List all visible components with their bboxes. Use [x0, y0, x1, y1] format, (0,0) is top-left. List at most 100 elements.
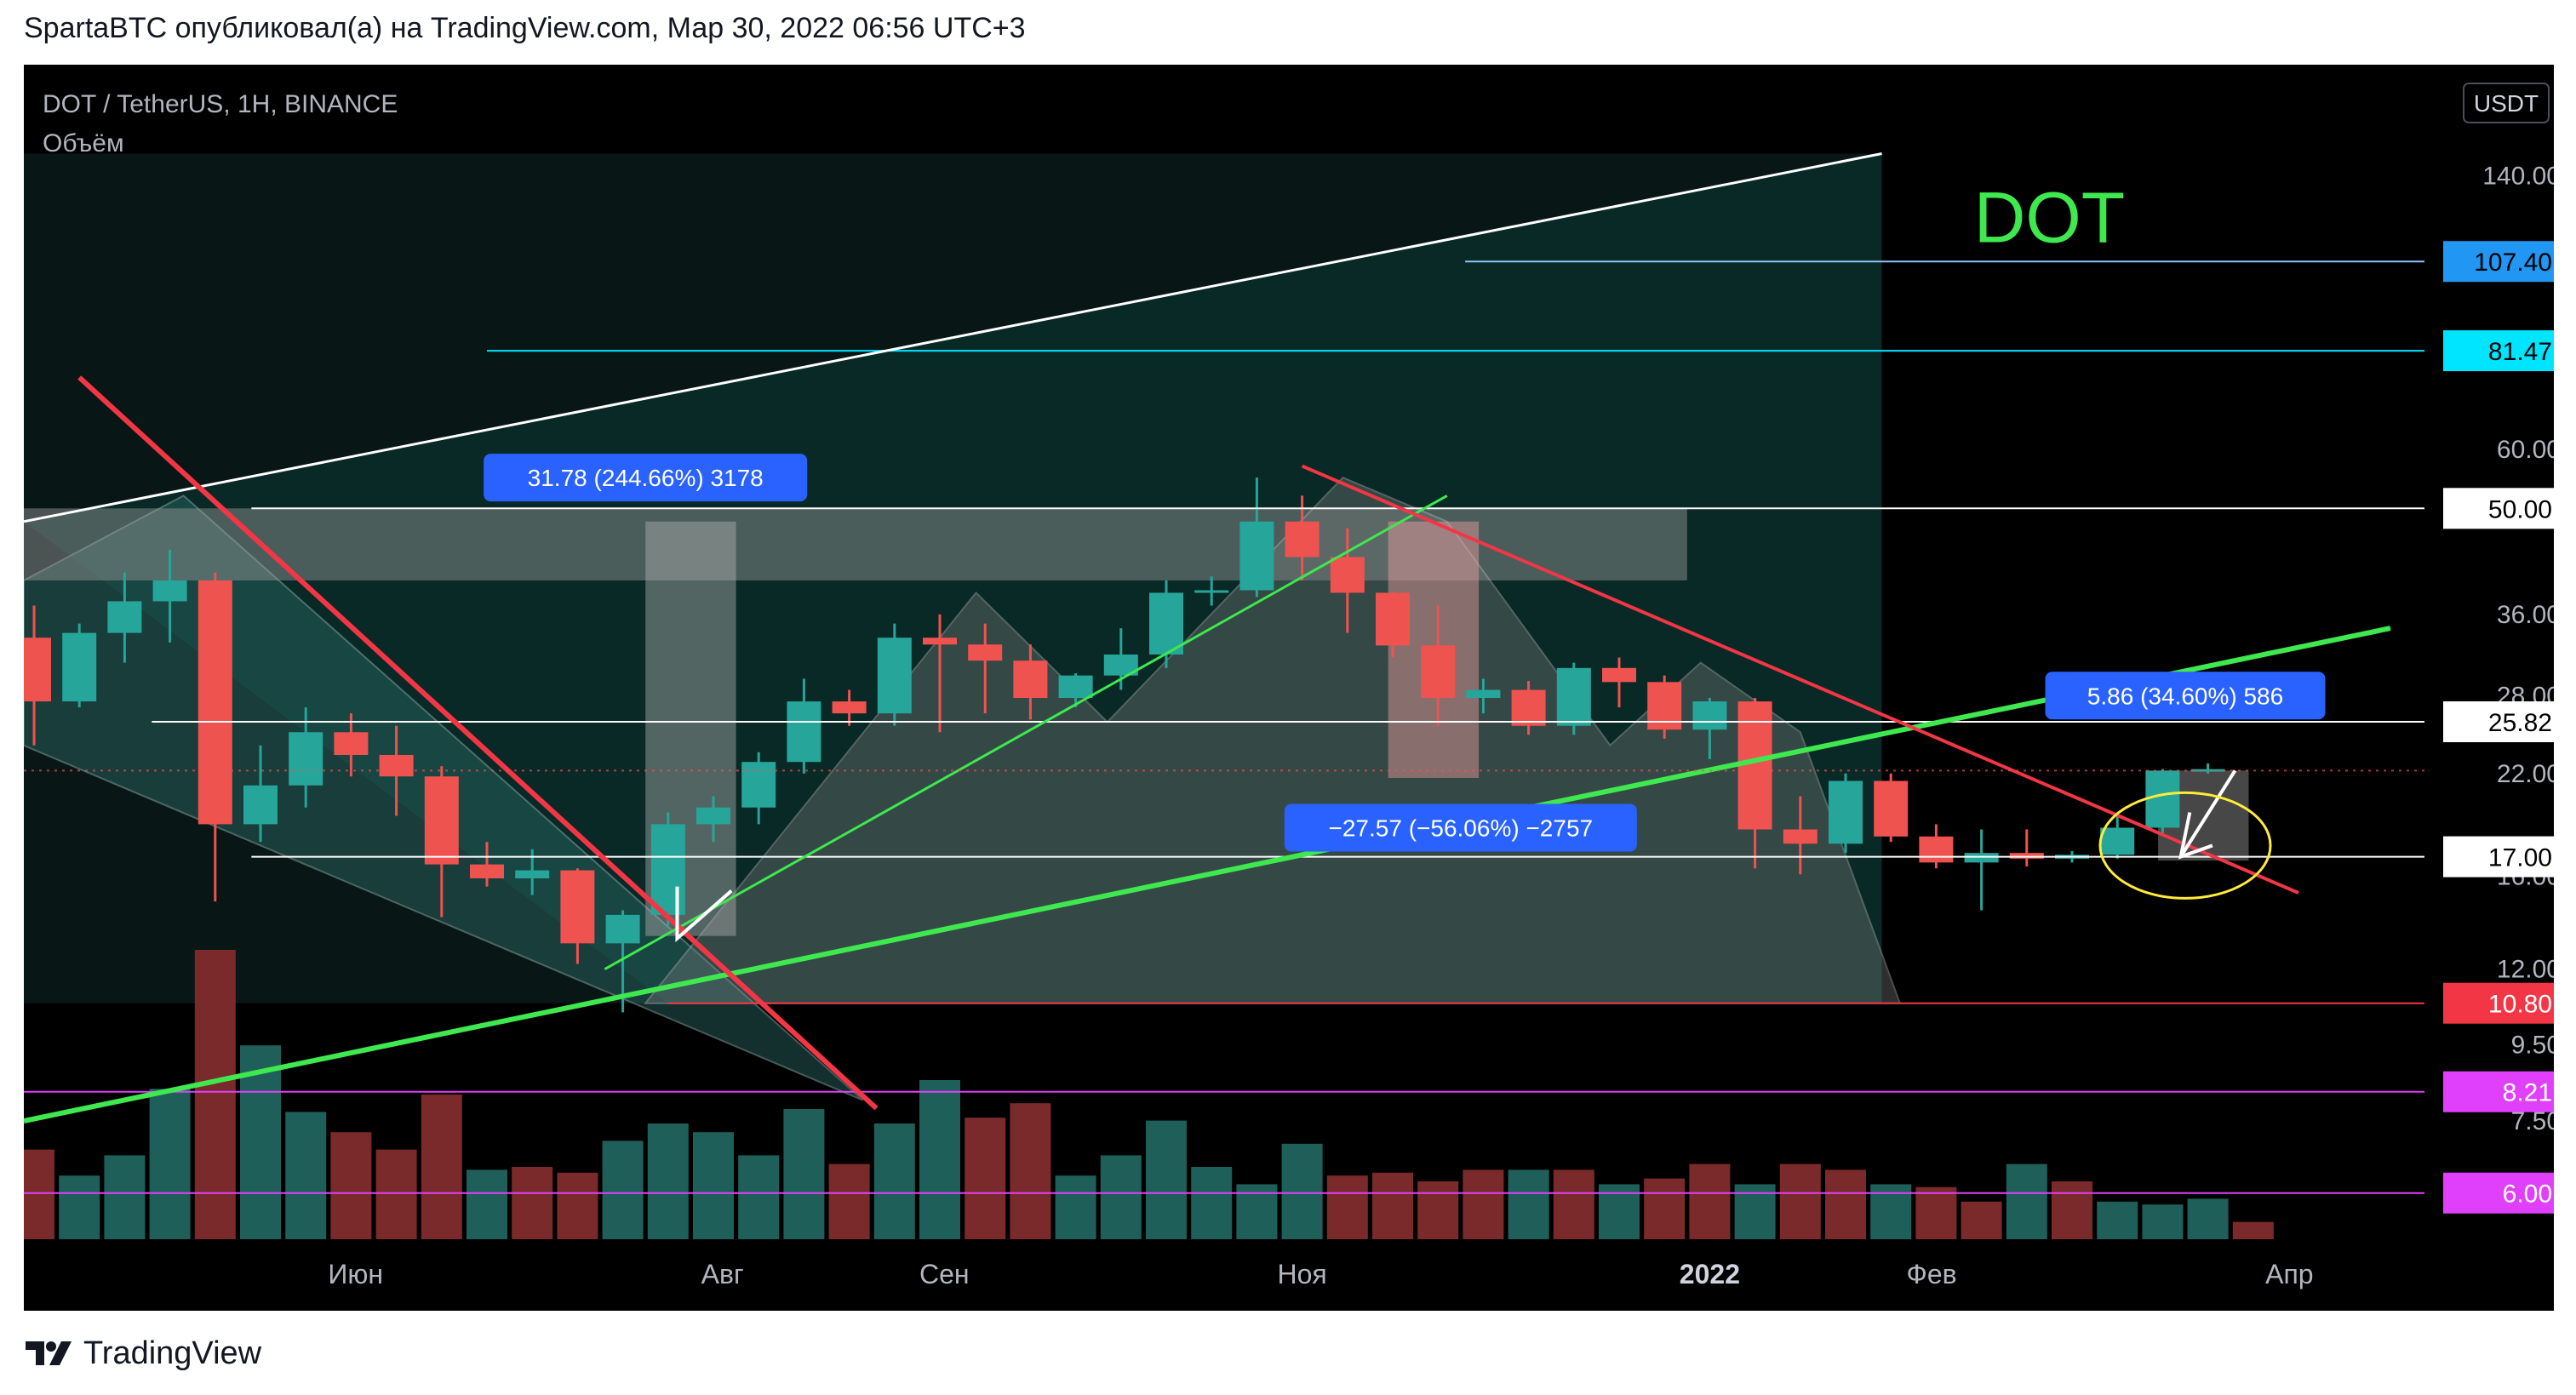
volume-bar-39: [1779, 1163, 1821, 1239]
candle-body-42: [1919, 836, 1954, 863]
price-tick-36.00: 36.00: [2497, 601, 2554, 629]
price-chart[interactable]: 31.78 (244.66%) 3178 −27.57 (−56.06%) −27…: [24, 65, 2554, 1311]
price-tick-140.00: 140.00: [2482, 163, 2554, 191]
volume-bar-7: [330, 1132, 372, 1239]
volume-bar-2: [104, 1155, 146, 1239]
volume-bar-11: [512, 1167, 553, 1239]
candle-body-32: [1466, 689, 1501, 698]
candle-body-39: [1783, 829, 1818, 844]
time-label-Сен: Сен: [919, 1259, 970, 1289]
candle-body-16: [741, 762, 776, 808]
currency-button[interactable]: [2463, 83, 2550, 123]
time-label-Ноя: Ноя: [1277, 1259, 1326, 1289]
time-label-Июн: Июн: [328, 1259, 383, 1289]
measure-label-box-2: [2045, 672, 2326, 720]
volume-bar-8: [375, 1149, 417, 1239]
volume-bar-43: [1961, 1201, 2002, 1239]
volume-bar-20: [919, 1080, 960, 1239]
candle-body-22: [1013, 660, 1048, 698]
candle-body-19: [877, 637, 912, 714]
candle-body-41: [1874, 780, 1909, 837]
volume-bar-26: [1191, 1167, 1233, 1239]
candle-body-0: [24, 637, 51, 702]
volume-bar-0: [24, 1149, 54, 1239]
volume-bar-47: [2142, 1204, 2184, 1239]
candle-body-25: [1149, 592, 1183, 655]
volume-bar-4: [194, 950, 236, 1239]
candle-body-33: [1511, 689, 1546, 726]
volume-bar-12: [557, 1172, 598, 1239]
candle-body-15: [696, 807, 730, 825]
candle-body-6: [289, 732, 323, 786]
candle-body-7: [334, 732, 369, 755]
candle-body-30: [1376, 592, 1410, 646]
candle-body-27: [1239, 521, 1274, 591]
candle-body-4: [197, 580, 232, 825]
price-label-box-6.00: [2443, 1172, 2554, 1214]
candle-body-26: [1194, 590, 1229, 593]
volume-bar-28: [1281, 1143, 1323, 1239]
falling-resistance-line: [77, 375, 879, 1111]
volume-bar-3: [149, 1089, 191, 1239]
volume-bar-17: [783, 1109, 825, 1239]
volume-bar-29: [1326, 1175, 1368, 1239]
candle-body-13: [605, 914, 640, 944]
candle-body-2: [107, 601, 142, 633]
volume-bar-30: [1372, 1172, 1413, 1239]
pattern-shape: [644, 476, 1902, 1004]
volume-bar-6: [285, 1112, 327, 1239]
arrow-down-left-icon: [675, 886, 733, 942]
measure-label-box-1: [1284, 803, 1637, 852]
candle-body-35: [1602, 667, 1636, 683]
candle-body-31: [1421, 645, 1456, 698]
volume-bar-36: [1644, 1178, 1686, 1239]
volume-bar-9: [421, 1095, 462, 1239]
volume-legend-label: Объём: [43, 129, 124, 157]
candle-body-9: [424, 776, 459, 865]
price-label-25.82: 25.82: [2488, 709, 2552, 737]
measure-label-box-0: [484, 454, 808, 502]
volume-bar-49: [2232, 1221, 2274, 1239]
price-label-10.80: 10.80: [2488, 991, 2552, 1019]
candle-body-37: [1692, 701, 1727, 730]
volume-bar-46: [2097, 1201, 2138, 1239]
measure-label-0: 31.78 (244.66%) 3178: [528, 465, 764, 491]
chart-panel[interactable]: 31.78 (244.66%) 3178 −27.57 (−56.06%) −27…: [24, 65, 2554, 1311]
publish-header: SpartaBTC опубликовал(а) на TradingView.…: [24, 12, 1026, 44]
price-tick-9.50: 9.50: [2511, 1031, 2554, 1059]
price-label-box-17.00: [2443, 836, 2554, 878]
volume-bar-10: [467, 1169, 507, 1239]
price-label-box-8.21: [2443, 1071, 2554, 1112]
price-tick-22.00: 22.00: [2497, 760, 2554, 788]
candle-body-40: [1829, 780, 1863, 844]
candle-body-46: [2100, 827, 2135, 855]
volume-bar-14: [647, 1123, 689, 1239]
highlight-ellipse: [2098, 791, 2272, 900]
candle-body-18: [832, 701, 867, 714]
currency-button-label[interactable]: USDT: [2474, 90, 2539, 117]
price-label-107.40: 107.40: [2474, 249, 2552, 277]
candle-body-5: [243, 785, 278, 825]
price-label-box-10.80: [2443, 982, 2554, 1024]
price-tick-12.00: 12.00: [2497, 956, 2554, 984]
volume-bar-1: [59, 1175, 100, 1239]
volume-bar-37: [1689, 1163, 1731, 1239]
volume-bar-33: [1508, 1169, 1549, 1239]
volume-bar-19: [873, 1123, 915, 1239]
volume-bar-15: [693, 1132, 734, 1239]
volume-bar-18: [828, 1163, 870, 1239]
time-label-2022: 2022: [1680, 1259, 1740, 1289]
volume-bar-25: [1146, 1120, 1187, 1239]
volume-bar-13: [602, 1141, 644, 1239]
candle-body-29: [1330, 557, 1365, 593]
price-label-81.47: 81.47: [2488, 338, 2552, 366]
volume-bar-21: [965, 1118, 1006, 1239]
volume-bar-34: [1553, 1169, 1594, 1239]
inner-support-line: [604, 495, 1448, 971]
price-label-8.21: 8.21: [2503, 1079, 2552, 1107]
candle-body-14: [650, 824, 685, 915]
measure-label-1: −27.57 (−56.06%) −2757: [1329, 815, 1594, 841]
candle-body-12: [560, 870, 595, 944]
price-tick-60.00: 60.00: [2497, 436, 2554, 464]
time-label-Авг: Авг: [701, 1259, 744, 1289]
